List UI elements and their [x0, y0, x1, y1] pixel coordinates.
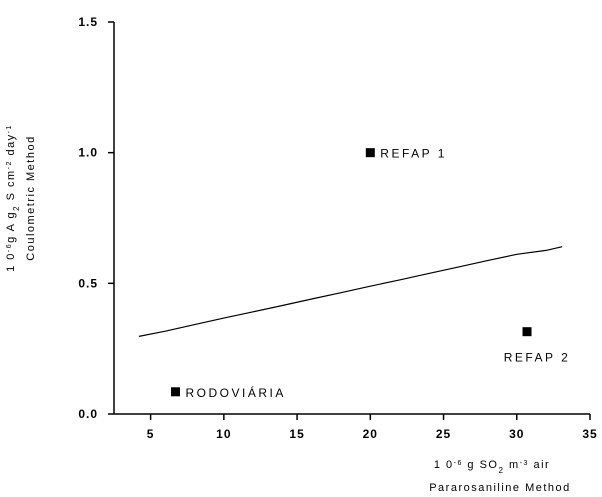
- y-tick-label: 0.5: [78, 276, 98, 290]
- data-point-marker: [522, 327, 532, 337]
- data-point-label: RODOVIÁRIA: [186, 385, 286, 400]
- x-tick-label: 20: [363, 427, 378, 441]
- y-axis-label-line2: Coulometric Method: [25, 135, 37, 260]
- x-tick-label: 5: [147, 427, 155, 441]
- x-tick-label: 15: [289, 427, 304, 441]
- data-point-marker: [365, 148, 375, 158]
- x-tick-label: 25: [436, 427, 451, 441]
- x-axis-label-line1: 1 0-6 g SO2 m-3 air: [434, 459, 550, 475]
- x-tick-label: 10: [216, 427, 231, 441]
- data-point-label: REFAP 1: [380, 147, 447, 161]
- x-tick-label: 35: [582, 427, 597, 441]
- data-series: REFAP 1 REFAP 2 RODOVIÁRIA: [138, 147, 571, 400]
- data-point-marker: [171, 387, 181, 397]
- y-tick-label: 1.5: [78, 15, 98, 29]
- plot-axes: [113, 22, 590, 415]
- y-tick-label: 0.0: [78, 407, 98, 421]
- y-tick-label: 1.0: [78, 146, 98, 160]
- axis-ticks: 5 10 15 20 25 30 35 0.0 0.5 1.0 1.5: [78, 15, 597, 441]
- data-point-label: REFAP 2: [504, 351, 571, 365]
- x-axis-label-line2: Pararosaniline Method: [429, 482, 571, 494]
- trend-line: [138, 246, 563, 337]
- x-tick-label: 30: [509, 427, 524, 441]
- y-axis-label-line1: 1 0-6g A g2 S cm-2 day-1: [5, 124, 21, 272]
